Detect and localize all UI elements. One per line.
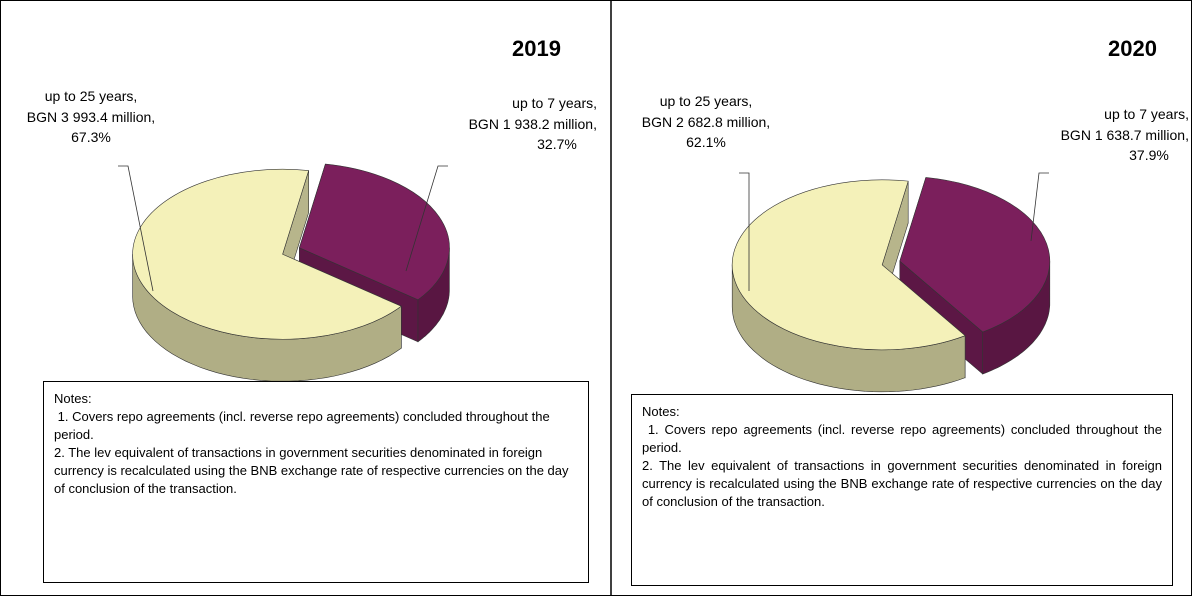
notes-heading: Notes: [642,404,680,419]
slice-value-label: 62.1% [686,134,726,150]
slice-amount: BGN 1 638.7 million, [1061,127,1189,143]
slice-value-label: 37.9% [1129,147,1169,163]
slice-label: up to 25 years, [45,88,138,104]
slice-amount: BGN 1 938.2 million, [469,116,597,132]
slice-label: up to 7 years, [1104,106,1189,122]
slice-label: up to 7 years, [512,95,597,111]
leader-line [739,172,750,291]
pie-slice [731,179,966,351]
leader-line [1030,172,1049,242]
chart-title: 2020 [1108,36,1157,61]
leader-line [118,165,154,292]
note: 2. The lev equivalent of transactions in… [54,445,569,496]
pie-slice [132,168,402,340]
slice-value-label: 67.3% [71,129,111,145]
slice-value-label: 32.7% [537,136,577,152]
slice-label: up to 25 years, [660,93,753,109]
chart-title: 2019 [512,36,561,61]
note: 2. The lev equivalent of transactions in… [642,458,1162,509]
leader-line [405,165,448,272]
notes-box: Notes: 1. Covers repo agreements (incl. … [43,381,589,583]
notes-box: Notes: 1. Covers repo agreements (incl. … [631,394,1173,586]
pie-slice [299,163,450,301]
notes-heading: Notes: [54,391,92,406]
note: 1. Covers repo agreements (incl. reverse… [642,422,1166,455]
slice-amount: BGN 3 993.4 million, [27,109,155,125]
note: 1. Covers repo agreements (incl. reverse… [54,409,554,442]
pie-slice [899,177,1051,333]
slice-amount: BGN 2 682.8 million, [642,114,770,130]
